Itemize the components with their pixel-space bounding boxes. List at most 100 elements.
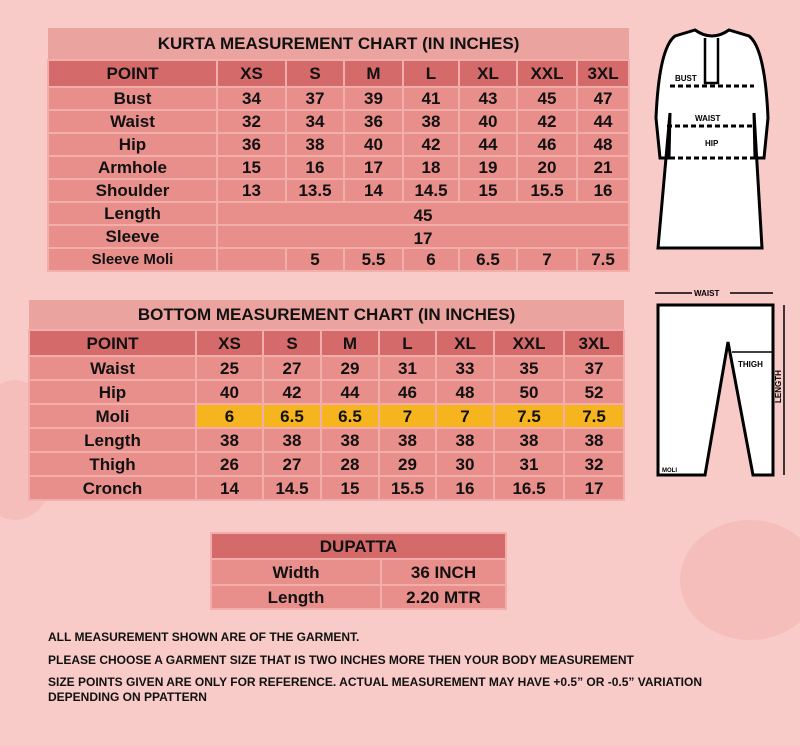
table-row: Length 45 [47,201,631,226]
cell: 31 [378,355,437,381]
bottom-diagram: WAIST THIGH LENGTH MOLI [655,288,785,477]
cell: 38 [378,427,437,453]
cell: 38 [493,427,565,453]
cell: 29 [320,355,380,381]
table-title: BOTTOM MEASUREMENT CHART (IN INCHES) [29,300,625,330]
bust-label: BUST [675,74,697,83]
cell: 17 [343,155,404,180]
cell: 38 [320,427,380,453]
cell: 7 [378,403,437,429]
table-row: Hip 40 42 44 46 48 50 52 [28,379,626,405]
cell: 34 [285,109,345,134]
cell: 32 [216,109,287,134]
floral-decoration [680,520,800,640]
cell: 38 [195,427,264,453]
bottom-measurement-table: BOTTOM MEASUREMENT CHART (IN INCHES) POIN… [28,300,626,501]
dupatta-label: Length [210,584,382,610]
cell: 7.5 [493,403,565,429]
cell: 38 [562,427,626,453]
cell: 43 [458,86,518,111]
cell: 15 [320,475,380,501]
row-label: Armhole [47,155,218,180]
cell: 27 [262,451,322,477]
cell: 42 [262,379,322,405]
cell: 16 [575,178,631,203]
cell: 36 [343,109,404,134]
row-label: Waist [47,109,218,134]
table-row: Shoulder 13 13.5 14 14.5 15 15.5 16 [47,178,631,203]
cell: 30 [435,451,495,477]
table-row: Length 38 38 38 38 38 38 38 [28,427,626,453]
cell: 37 [285,86,345,111]
dupatta-value: 2.20 MTR [380,584,507,610]
dupatta-value: 36 INCH [380,558,507,586]
row-label: Waist [28,355,197,381]
cell: 32 [562,451,626,477]
cell: 38 [285,132,345,157]
row-label: Moli [28,403,197,429]
column-header: POINT [28,329,197,357]
cell: 15.5 [516,178,578,203]
cell: 26 [195,451,264,477]
dupatta-title: DUPATTA [210,532,507,560]
cell: 5 [285,247,345,272]
row-label: Shoulder [47,178,218,203]
cell: 17 [215,224,631,249]
column-header: M [343,59,404,88]
row-label: Sleeve Moli [47,247,218,272]
row-label: Sleeve [47,224,218,249]
cell: 27 [262,355,322,381]
cell: 35 [493,355,565,381]
note: ALL MEASUREMENT SHOWN ARE OF THE GARMENT… [48,630,360,644]
row-label: Hip [28,379,197,405]
cell: 6.5 [320,403,380,429]
dupatta-label: Width [210,558,382,586]
cell: 7 [435,403,495,429]
moli-label: MOLI [662,468,677,474]
cell: 13.5 [285,178,345,203]
row-label: Bust [47,86,218,111]
column-header: 3XL [575,59,631,88]
note: PLEASE CHOOSE A GARMENT SIZE THAT IS TWO… [48,653,634,667]
column-header: L [378,329,437,357]
cell: 44 [458,132,518,157]
column-header: XXL [493,329,565,357]
cell: 14 [343,178,404,203]
cell: 41 [402,86,460,111]
cell: 6 [402,247,460,272]
table-row: Cronch 14 14.5 15 15.5 16 16.5 17 [28,475,626,501]
column-header: M [320,329,380,357]
cell: 15 [458,178,518,203]
cell: 5.5 [343,247,404,272]
dupatta-table: DUPATTA Width 36 INCH Length 2.20 MTR [210,532,507,610]
cell: 16 [285,155,345,180]
cell: 15 [216,155,287,180]
length-label: LENGTH [774,370,783,403]
row-label: Hip [47,132,218,157]
cell: 28 [320,451,380,477]
cell: 6.5 [458,247,518,272]
cell: 7 [516,247,578,272]
cell: 40 [458,109,518,134]
cell: 14.5 [262,475,322,501]
cell: 16.5 [493,475,565,501]
table-row: Waist 25 27 29 31 33 35 37 [28,355,626,381]
note: SIZE POINTS GIVEN ARE ONLY FOR REFERENCE… [48,675,702,689]
cell: 25 [195,355,264,381]
cell: 6.5 [262,403,322,429]
cell: 48 [575,132,631,157]
cell: 18 [402,155,460,180]
column-header: L [402,59,460,88]
table-title: KURTA MEASUREMENT CHART (IN INCHES) [48,28,630,60]
cell: 36 [216,132,287,157]
table-row: Hip 36 38 40 42 44 46 48 [47,132,631,157]
table-row: Sleeve Moli 5 5.5 6 6.5 7 7.5 [47,247,631,272]
column-header: S [285,59,345,88]
column-header: 3XL [562,329,626,357]
waist-label: WAIST [695,114,720,123]
column-header: XL [435,329,495,357]
row-label: Thigh [28,451,197,477]
cell: 34 [216,86,287,111]
row-label: Length [28,427,197,453]
cell: 45 [215,201,631,226]
